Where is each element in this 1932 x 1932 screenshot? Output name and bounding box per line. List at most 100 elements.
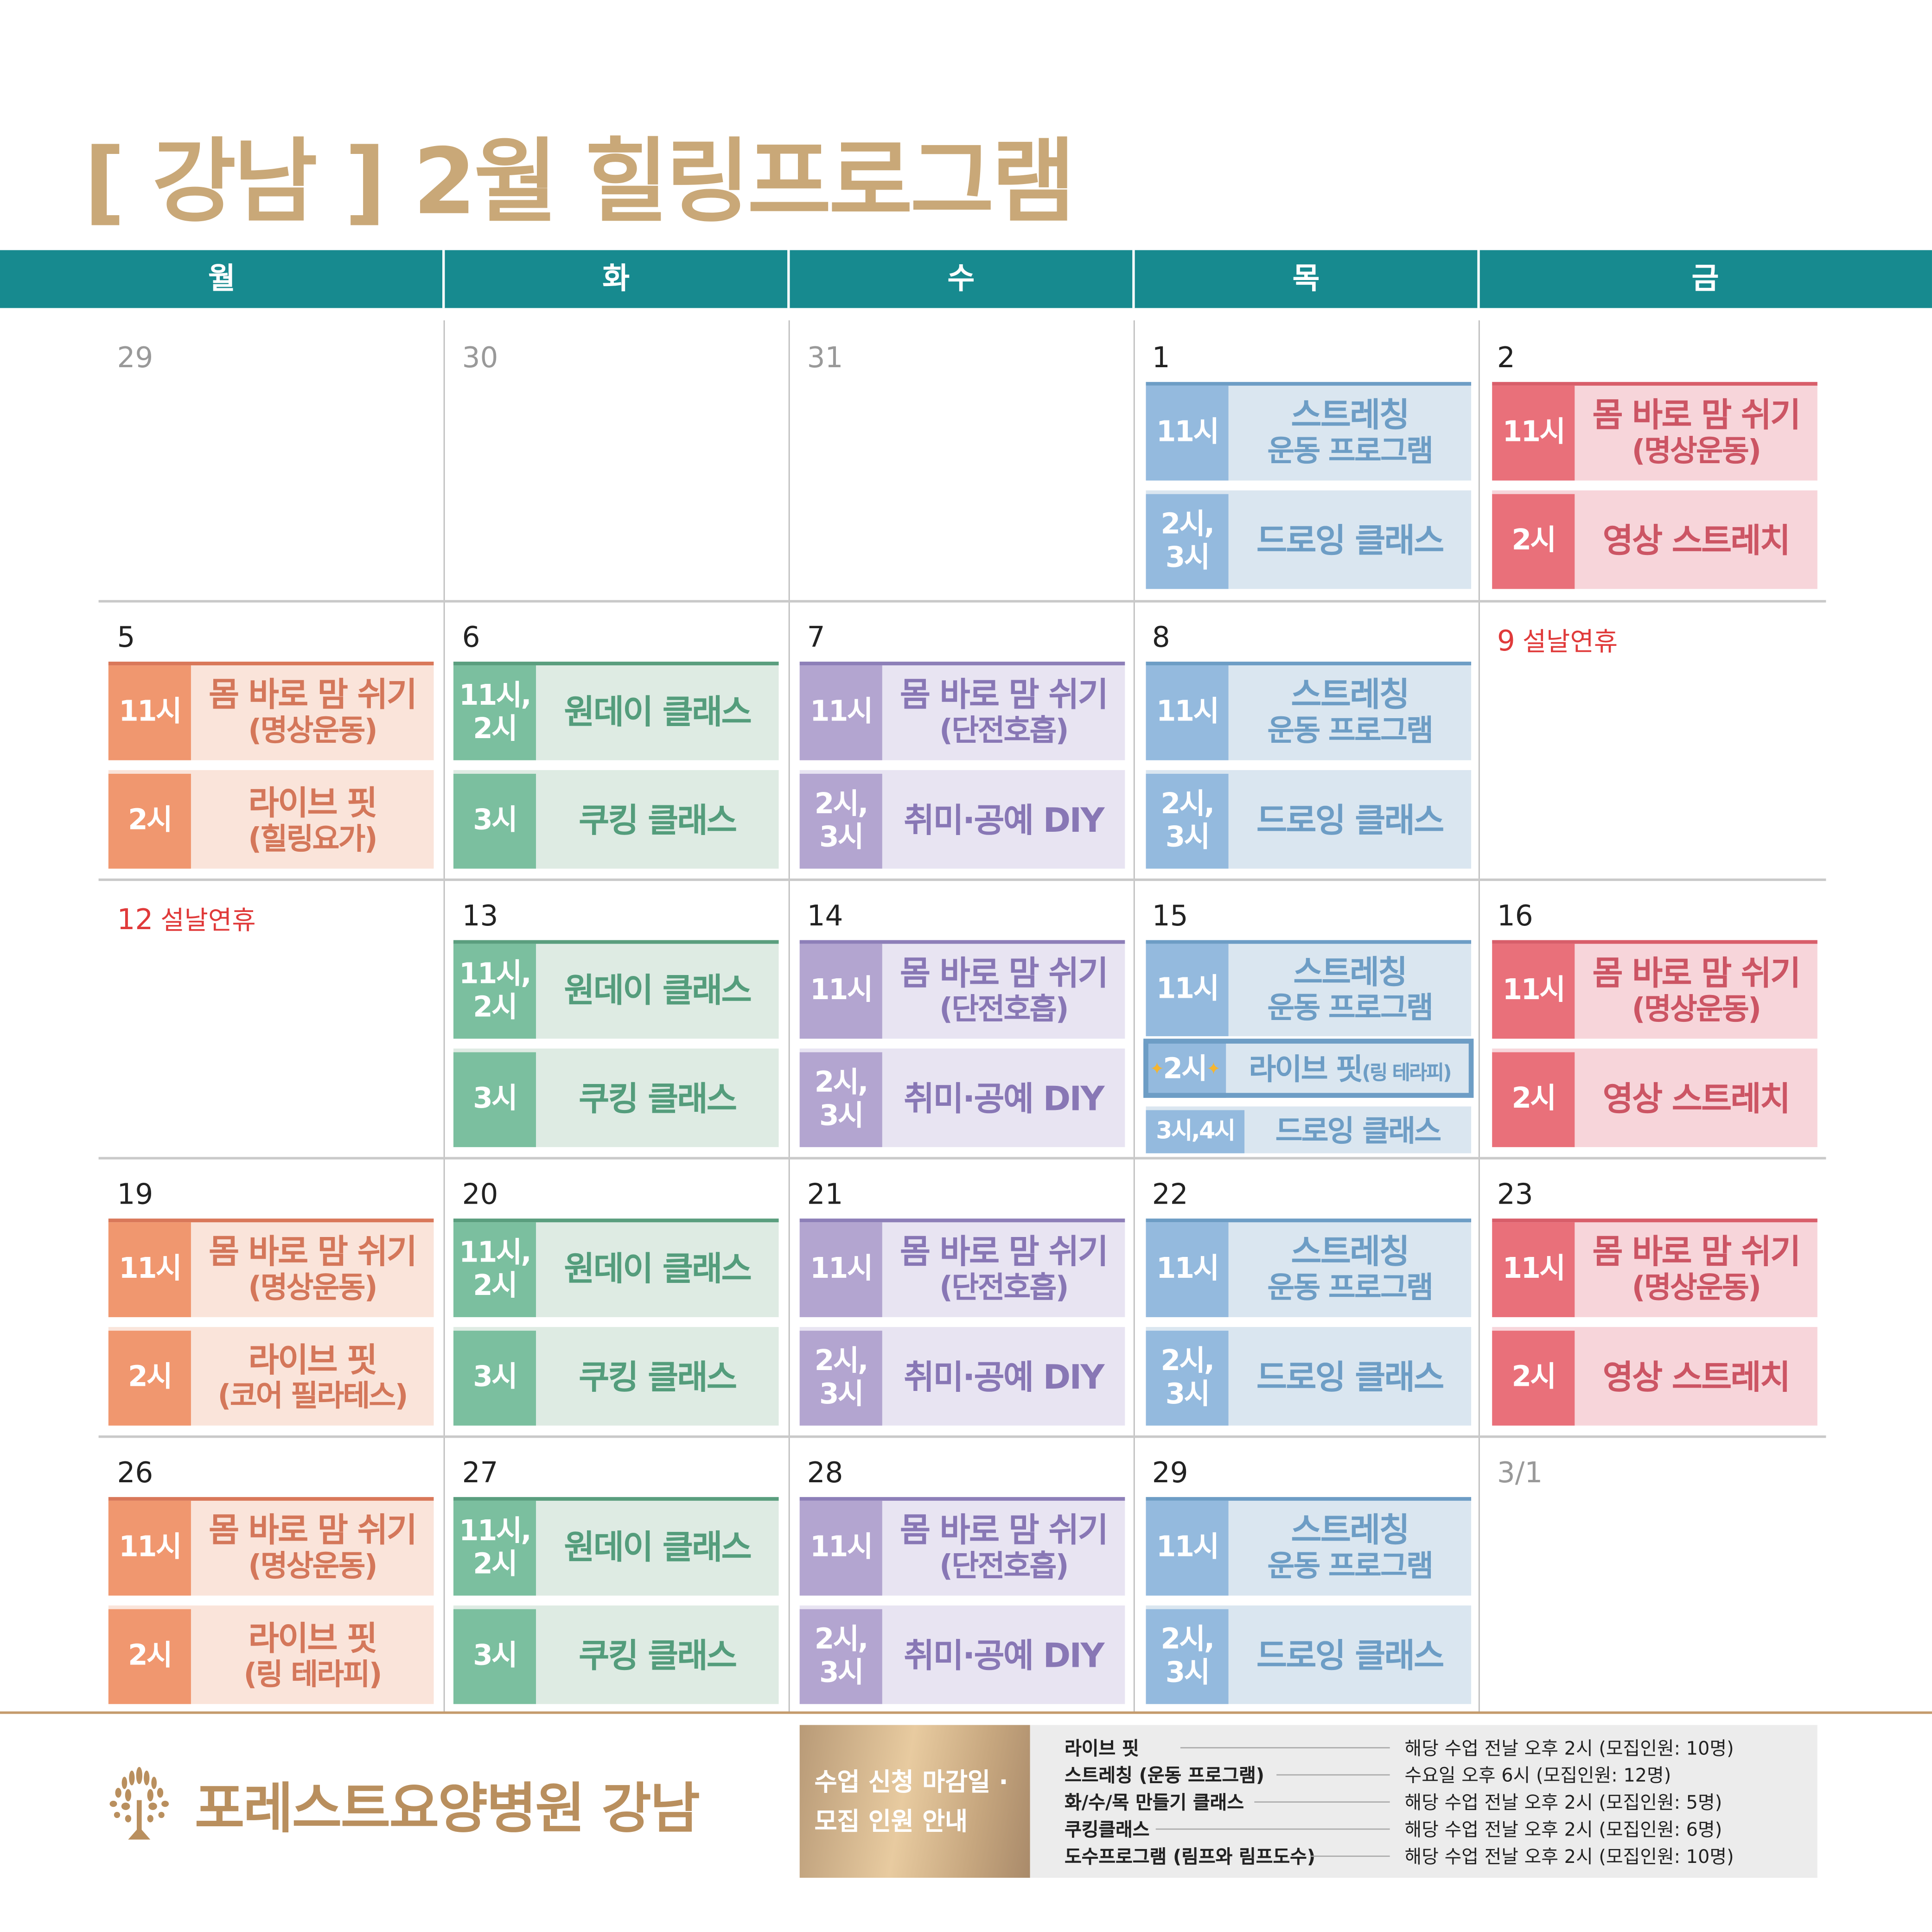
program-event: 2시, 3시 취미·공예 DIY (799, 1048, 1125, 1148)
event-name: 원데이 클래스 (536, 1501, 779, 1596)
event-name: 몸 바로 맘 쉬기 (명상운동) (191, 1222, 434, 1317)
event-name: 원데이 클래스 (536, 1222, 779, 1317)
program-event: 2시, 3시 드로잉 클래스 (1146, 1605, 1472, 1704)
program-event: 2시 라이브 핏 (링 테라피) (108, 1605, 434, 1704)
event-time-text: 2시, 3시 (1160, 788, 1215, 854)
deadline-row: 화/수/목 만들기 클래스 해당 수업 전날 오후 2시 (모집인원: 5명) (1065, 1789, 1804, 1816)
event-time-text: 11시 (810, 696, 873, 729)
program-event: 2시 영상 스트레치 (1492, 1048, 1817, 1148)
event-name: 쿠킹 클래스 (536, 1609, 779, 1704)
event-time-text: 11시 (119, 1253, 182, 1286)
event-time: 11시, 2시 (453, 944, 536, 1039)
event-name: 취미·공예 DIY (882, 1331, 1125, 1426)
date-label: 21 (807, 1179, 843, 1211)
date-number: 29 (117, 342, 153, 375)
date-label: 8 (1152, 622, 1170, 654)
event-name: 라이브 핏 (힐링요가) (191, 774, 434, 869)
event-time: 2시 (1492, 494, 1575, 589)
program-name: 쿠킹클래스 (1065, 1818, 1150, 1841)
date-label: 16 (1497, 901, 1533, 933)
event-time-text: 3시 (473, 1640, 517, 1672)
program-event: 11시 몸 바로 맘 쉬기 (명상운동) (1492, 940, 1817, 1039)
event-time-text: 2시, 3시 (814, 1067, 869, 1132)
event-name: 스트레칭 운동 프로그램 (1229, 944, 1472, 1036)
program-event: 3시 쿠킹 클래스 (453, 770, 779, 869)
event-subtitle: (명상운동) (1632, 1270, 1761, 1305)
event-name: 드로잉 클래스 (1229, 1331, 1472, 1426)
event-time-text: 3시,4시 (1156, 1117, 1236, 1144)
event-subtitle: (명상운동) (1632, 434, 1761, 469)
deadline-row: 도수프로그램 (림프와 림프도수) 해당 수업 전날 오후 2시 (모집인원: 1… (1065, 1843, 1804, 1870)
holiday-label: 설날연휴 (1522, 627, 1618, 657)
date-label: 22 (1152, 1179, 1188, 1211)
hospital-logo: 포레스트요양병원 강남 (101, 1765, 700, 1843)
date-number: 3/1 (1497, 1457, 1543, 1490)
event-name: 라이브 핏 (코어 필라테스) (191, 1331, 434, 1426)
event-time: 2시, 3시 (1146, 494, 1229, 589)
event-time: 2시, 3시 (1146, 1331, 1229, 1426)
event-subtitle: (명상운동) (248, 1549, 378, 1584)
event-time: 11시 (1492, 1222, 1575, 1317)
event-title: 드로잉 클래스 (1256, 1637, 1444, 1676)
event-name: 몸 바로 맘 쉬기 (명상운동) (1575, 386, 1817, 481)
event-time: 3시 (453, 773, 536, 869)
deadline-text: 해당 수업 전날 오후 2시 (모집인원: 10명) (1404, 1845, 1734, 1868)
date-number: 23 (1497, 1179, 1533, 1211)
event-time-text: 3시 (473, 1362, 517, 1394)
event-time-text: 2시 (128, 805, 172, 837)
column-divider (788, 320, 790, 1713)
event-time: 11시 (1146, 1500, 1229, 1596)
event-name: 스트레칭 운동 프로그램 (1229, 665, 1472, 760)
event-title: 스트레칭 (1291, 677, 1410, 715)
event-title: 몸 바로 맘 쉬기 (209, 1234, 417, 1272)
event-subtitle: (코어 필라테스) (217, 1379, 408, 1414)
event-name: 드로잉 클래스 (1229, 774, 1472, 869)
row-divider (98, 878, 1826, 881)
event-title: 쿠킹 클래스 (579, 1358, 737, 1397)
program-event: 11시 몸 바로 맘 쉬기 (단전호흡) (799, 940, 1125, 1039)
date-number: 31 (807, 342, 843, 375)
notice-line: 수업 신청 마감일 · (814, 1766, 1008, 1797)
event-title: 드로잉 클래스 (1256, 1358, 1444, 1397)
event-name: 몸 바로 맘 쉬기 (단전호흡) (882, 665, 1125, 760)
date-number: 5 (117, 622, 135, 655)
event-subtitle: (단전호흡) (939, 714, 1069, 748)
event-time: 3시 (453, 1331, 536, 1426)
event-title: 원데이 클래스 (564, 1250, 752, 1288)
event-time: 3시 (453, 1609, 536, 1704)
event-title: 영상 스트레치 (1602, 1358, 1791, 1397)
event-name: 드로잉 클래스 (1244, 1110, 1471, 1153)
event-title: 라이브 핏 (1249, 1052, 1363, 1087)
event-name: 스트레칭 운동 프로그램 (1229, 386, 1472, 481)
event-time-text: 11시 (1156, 416, 1219, 449)
event-time: 11시 (1492, 944, 1575, 1039)
program-event: 11시, 2시 원데이 클래스 (453, 1218, 779, 1317)
event-name: 영상 스트레치 (1575, 1331, 1817, 1426)
event-time-text: 11시 (119, 1532, 182, 1564)
leader-line (1311, 1855, 1390, 1857)
event-time: 11시 (1146, 665, 1229, 760)
event-time-text: 2시 (1511, 1083, 1556, 1116)
event-time-text: 2시 (1511, 525, 1556, 557)
date-label: 29 (117, 343, 153, 375)
event-name: 몸 바로 맘 쉬기 (명상운동) (191, 665, 434, 760)
event-time: 2시, 3시 (1146, 773, 1229, 869)
weekday-separator (1477, 250, 1480, 308)
date-number: 7 (807, 622, 825, 655)
weekday-separator (1132, 250, 1135, 308)
event-time: 2시 (1492, 1331, 1575, 1426)
event-title: 원데이 클래스 (564, 1529, 752, 1567)
event-time-text: 11시 (810, 975, 873, 1007)
event-time-text: 3시 (473, 1083, 517, 1116)
event-time: 2시, 3시 (799, 773, 882, 869)
event-title: 드로잉 클래스 (1256, 522, 1444, 561)
event-title: 쿠킹 클래스 (579, 1637, 737, 1676)
holiday-label: 설날연휴 (160, 905, 256, 936)
program-event: 3시,4시 드로잉 클래스 (1146, 1106, 1472, 1154)
date-number: 12 (117, 904, 153, 937)
event-title: 취미·공예 DIY (904, 1080, 1104, 1119)
program-event: ✦ 2시 ✦ 라이브 핏(링 테라피) (1143, 1039, 1474, 1098)
event-time-text: 11시 (1156, 696, 1219, 729)
date-label: 20 (462, 1179, 498, 1211)
event-name: 취미·공예 DIY (882, 1609, 1125, 1704)
